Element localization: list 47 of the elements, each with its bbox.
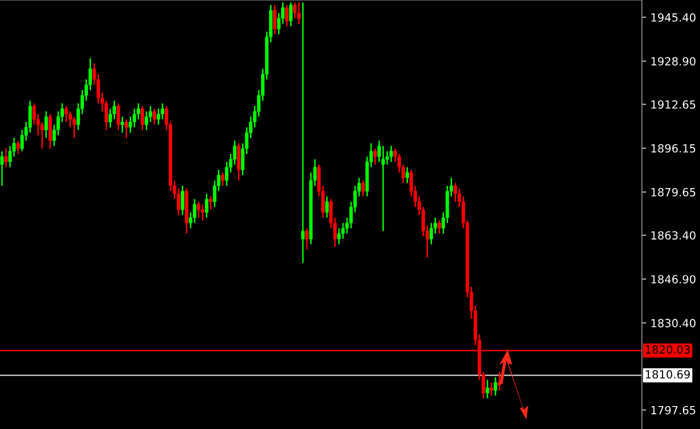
- candlestick: [4, 148, 8, 168]
- candlestick: [305, 228, 309, 250]
- candlestick: [44, 110, 48, 139]
- candlestick: [200, 204, 204, 222]
- candlestick: [297, 2, 301, 24]
- candlestick: [301, 2, 305, 264]
- candlestick: [152, 108, 156, 126]
- candlestick: [273, 4, 277, 35]
- candlestick: [16, 140, 20, 155]
- y-tick-label: 1928.90: [651, 57, 696, 66]
- candlestick: [486, 379, 490, 400]
- candlestick: [220, 172, 224, 186]
- candlestick: [204, 193, 208, 218]
- candlestick: [405, 166, 409, 184]
- candlestick: [373, 148, 377, 166]
- candlestick: [289, 2, 293, 28]
- ref-line-label: 1820.03: [646, 345, 690, 354]
- candlestick: [120, 116, 124, 134]
- candlestick: [196, 201, 200, 218]
- candlestick: [389, 145, 393, 163]
- candlestick: [72, 116, 76, 139]
- candlestick: [0, 150, 4, 186]
- candlestick: [208, 196, 212, 210]
- candlestick: [285, 4, 289, 28]
- candlestick: [293, 2, 297, 20]
- candlestick: [180, 185, 184, 216]
- candlestick: [160, 102, 164, 120]
- candlestick: [494, 376, 498, 396]
- candlestick: [438, 220, 442, 234]
- candlestick: [498, 371, 502, 392]
- candlestick: [140, 105, 144, 131]
- y-tick-label: 1846.90: [651, 275, 696, 284]
- candlestick: [236, 142, 240, 182]
- candlestick: [490, 382, 494, 396]
- candlestick: [325, 196, 329, 218]
- y-tick-label: 1797.65: [651, 406, 696, 414]
- y-tick-label: 1896.15: [651, 144, 696, 153]
- candlestick: [361, 180, 365, 198]
- candlestick: [48, 113, 52, 150]
- y-tick-label: 1830.40: [651, 318, 696, 328]
- y-tick-label: 1912.65: [651, 100, 696, 109]
- y-tick-label: 1945.40: [651, 13, 696, 22]
- candlestick: [116, 102, 120, 131]
- ref-line-label: 1810.69: [646, 370, 690, 379]
- candlestick: [124, 118, 128, 139]
- y-tick-label: 1863.40: [651, 231, 696, 240]
- y-tick-label: 1879.65: [651, 188, 696, 196]
